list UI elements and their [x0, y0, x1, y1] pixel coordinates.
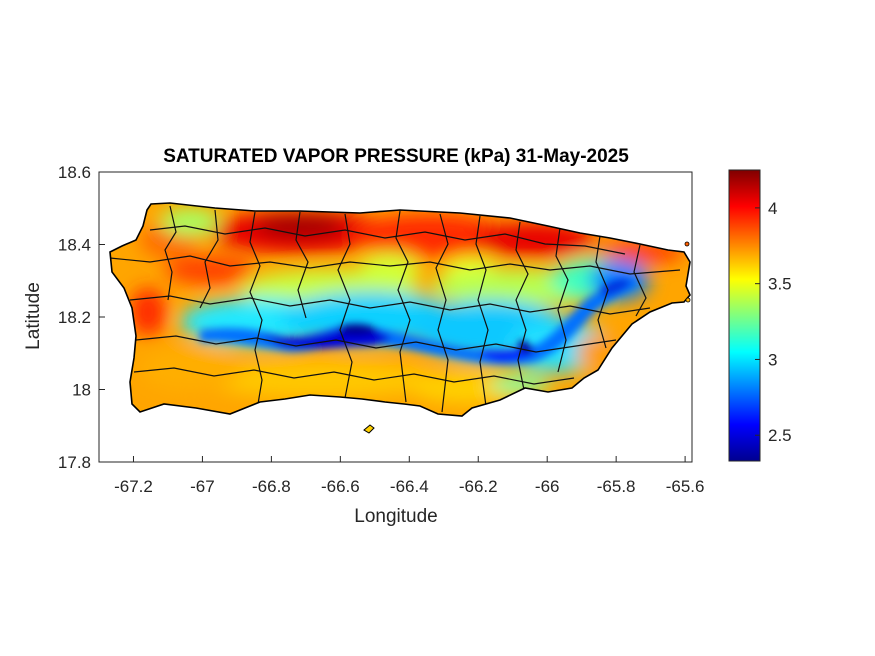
x-tick-label: -66.6 [321, 477, 360, 496]
x-tick-label: -66.8 [252, 477, 291, 496]
colorbar-tick-label: 3.5 [768, 275, 792, 294]
colorbar-ticks: 2.5 3 3.5 4 [755, 199, 792, 445]
y-axis-label: Latitude [23, 282, 44, 350]
island-outline [109, 202, 691, 417]
y-axis: 17.8 18 18.2 18.4 18.6 [58, 163, 105, 472]
x-tick-label: -67.2 [114, 477, 153, 496]
vapor-pressure-field [110, 203, 690, 416]
x-tick-label: -66.2 [459, 477, 498, 496]
islet-east [684, 241, 690, 247]
figure-title: SATURATED VAPOR PRESSURE (kPa) 31-May-20… [163, 146, 629, 167]
x-axis: -67.2 -67 -66.8 -66.6 -66.4 -66.2 -66 -65.8 -65.… [114, 456, 704, 496]
y-tick-label: 18.6 [58, 163, 91, 182]
colorbar-tick-label: 4 [768, 199, 777, 218]
islet-southeast [685, 297, 691, 303]
x-tick-label: -65.6 [666, 477, 705, 496]
x-tick-label: -66.4 [390, 477, 429, 496]
y-tick-label: 17.8 [58, 453, 91, 472]
caja-de-muertos-islet [363, 424, 375, 434]
x-axis-label: Longitude [354, 506, 437, 527]
x-tick-label: -67 [190, 477, 215, 496]
y-tick-label: 18.2 [58, 308, 91, 327]
y-tick-label: 18.4 [58, 236, 91, 255]
y-tick-label: 18 [72, 381, 91, 400]
x-tick-label: -66 [535, 477, 560, 496]
colorbar [728, 169, 761, 462]
municipal-boundaries [110, 205, 681, 413]
colorbar-tick-label: 3 [768, 350, 777, 369]
colorbar-tick-label: 2.5 [768, 426, 792, 445]
x-tick-label: -65.8 [597, 477, 636, 496]
